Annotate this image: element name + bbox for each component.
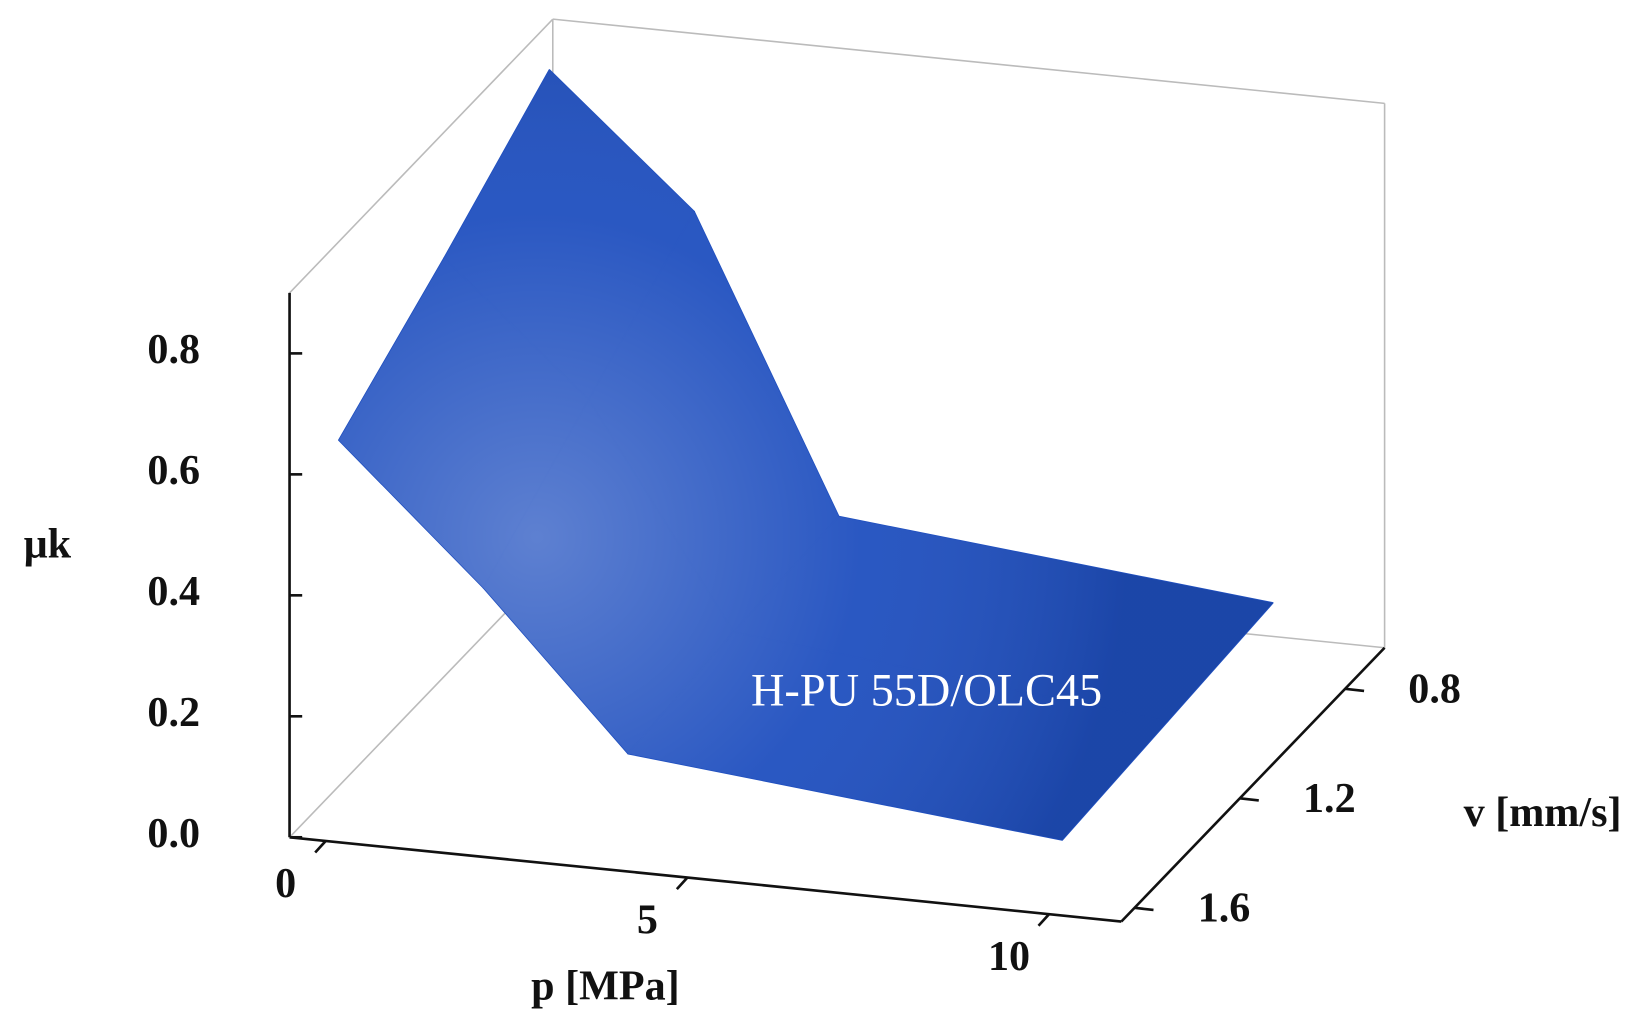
z-tick-label: 0.6 xyxy=(147,447,200,494)
surface-highlight xyxy=(444,69,695,400)
y-tick-label: 1.2 xyxy=(1303,775,1356,822)
x-tick xyxy=(675,876,689,891)
y-tick xyxy=(1134,906,1154,912)
x-tick-label: 10 xyxy=(988,933,1030,980)
surface-highlight xyxy=(338,258,589,588)
surface-highlight xyxy=(483,399,734,754)
z-tick-label: 0.4 xyxy=(147,568,200,615)
y-tick xyxy=(1239,797,1259,802)
surface-highlight xyxy=(628,632,1168,841)
x-tick-label: 0 xyxy=(275,860,296,907)
axes: 0.0 0.2 0.4 0.6 0.8 0 5 10 0.8 1.2 1.6 xyxy=(147,292,1461,980)
x-tick-label: 5 xyxy=(637,897,658,944)
surface-highlight xyxy=(733,516,1273,722)
y-tick-label: 1.6 xyxy=(1198,885,1251,932)
x-axis-label: p [MPa] xyxy=(531,963,680,1010)
y-axis-line xyxy=(1120,646,1386,923)
z-tick-label: 0.8 xyxy=(147,326,200,373)
y-axis-label: v [mm/s] xyxy=(1464,789,1622,836)
x-tick xyxy=(314,840,327,854)
x-tick xyxy=(1037,913,1051,927)
surface-highlight xyxy=(588,211,839,633)
annotation: H-PU 55D/OLC45 xyxy=(751,666,1102,717)
frame-line xyxy=(552,18,1385,105)
surface xyxy=(338,69,1274,841)
z-tick-label: 0.2 xyxy=(147,689,200,736)
frame-line xyxy=(288,18,554,294)
surface-shading xyxy=(338,69,1273,841)
z-tick-label: 0.0 xyxy=(147,810,200,857)
z-axis-label: μk xyxy=(24,520,72,567)
x-axis-line xyxy=(289,835,1122,923)
y-tick xyxy=(1344,687,1365,693)
y-tick-label: 0.8 xyxy=(1408,666,1461,713)
